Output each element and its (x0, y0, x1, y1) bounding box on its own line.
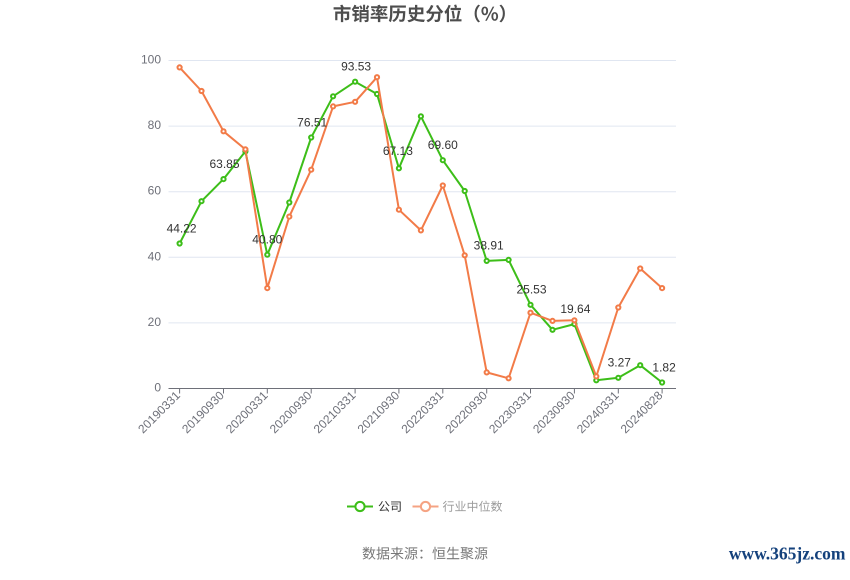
svg-text:19.64: 19.64 (560, 302, 590, 316)
svg-text:44.22: 44.22 (167, 221, 197, 235)
svg-text:0: 0 (154, 381, 161, 395)
svg-text:25.53: 25.53 (516, 283, 546, 297)
svg-text:38.91: 38.91 (474, 239, 504, 253)
svg-text:93.53: 93.53 (341, 60, 371, 74)
svg-text:80: 80 (148, 118, 162, 132)
svg-text:69.60: 69.60 (428, 138, 458, 152)
svg-text:60: 60 (148, 184, 162, 198)
svg-text:20: 20 (148, 315, 162, 329)
svg-text:67.13: 67.13 (383, 144, 413, 158)
svg-text:3.27: 3.27 (608, 356, 632, 370)
svg-text:1.82: 1.82 (652, 360, 676, 374)
svg-text:www.365jz.com: www.365jz.com (729, 544, 846, 564)
svg-text:40: 40 (148, 249, 162, 263)
svg-text:63.85: 63.85 (209, 157, 239, 171)
svg-text:100: 100 (141, 53, 161, 67)
svg-text:40.80: 40.80 (252, 233, 282, 247)
svg-text:76.51: 76.51 (297, 115, 327, 129)
